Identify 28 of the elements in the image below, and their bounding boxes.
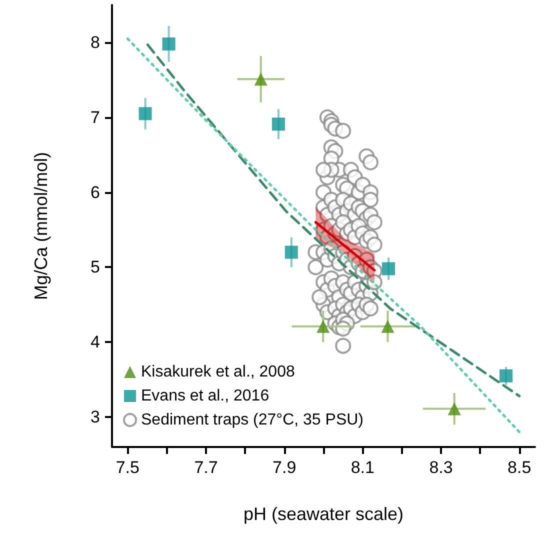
legend-label: Sediment traps (27°C, 35 PSU)	[141, 412, 364, 428]
point	[448, 402, 461, 416]
point	[316, 320, 330, 333]
point	[138, 107, 152, 120]
point	[382, 262, 396, 276]
y-tick-label: 7	[90, 108, 100, 127]
x-tick-label: 8.1	[350, 458, 374, 477]
legend-label: Kisakurek et al., 2008	[141, 364, 295, 380]
x-axis-title: pH (seawater scale)	[243, 504, 404, 524]
line-series	[126, 37, 521, 434]
legend-label: Evans et al., 2016	[141, 388, 270, 404]
point	[162, 37, 176, 50]
x-tick-label: 8.5	[508, 458, 532, 477]
y-tick-label: 3	[90, 408, 100, 427]
y-tick-label: 6	[90, 182, 100, 202]
x-tick-label: 7.7	[194, 458, 218, 477]
point	[254, 72, 268, 86]
point	[284, 246, 298, 259]
point	[272, 118, 285, 131]
point	[500, 369, 513, 382]
x-tick-label: 7.9	[272, 458, 296, 477]
y-tick-label: 4	[90, 332, 100, 352]
y-tick-label: 8	[90, 32, 100, 52]
y-tick-label: 5	[90, 258, 100, 277]
y-axis-title: Mg/Ca (mmol/mol)	[31, 152, 51, 300]
point	[381, 320, 394, 333]
x-tick-label: 7.5	[116, 458, 140, 477]
x-tick-label: 8.3	[429, 458, 453, 477]
